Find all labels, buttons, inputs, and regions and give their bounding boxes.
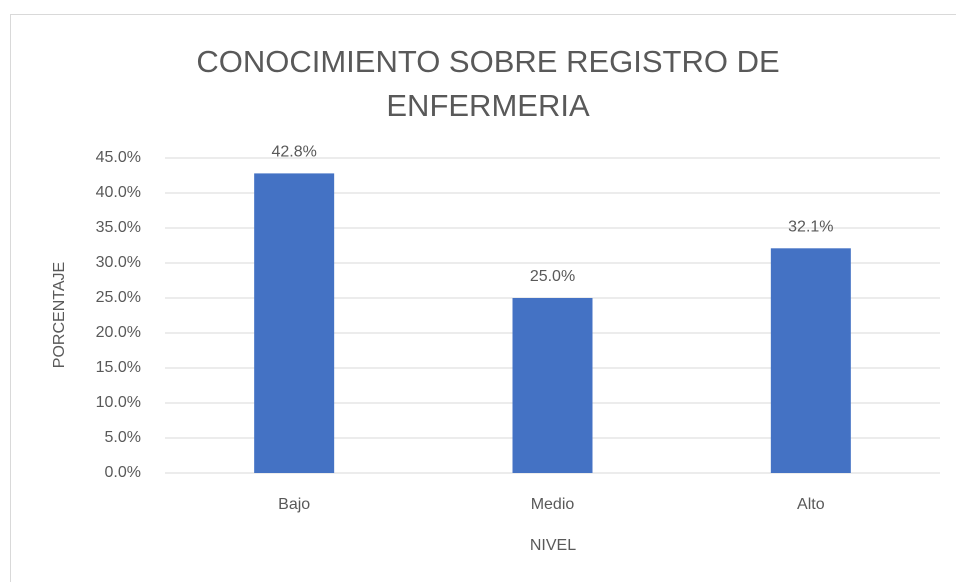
- chart-title: CONOCIMIENTO SOBRE REGISTRO DE ENFERMERI…: [196, 44, 780, 123]
- data-label: 32.1%: [788, 219, 833, 236]
- y-tick-label: 20.0%: [96, 324, 141, 341]
- x-tick-label: Medio: [531, 496, 575, 513]
- y-tick-label: 40.0%: [96, 184, 141, 201]
- y-tick-label: 0.0%: [105, 464, 141, 481]
- chart-border: [10, 14, 956, 582]
- y-tick-label: 45.0%: [96, 149, 141, 166]
- y-tick-label: 25.0%: [96, 289, 141, 306]
- y-tick-label: 15.0%: [96, 359, 141, 376]
- y-tick-label: 35.0%: [96, 219, 141, 236]
- y-tick-label: 30.0%: [96, 254, 141, 271]
- x-axis-label: NIVEL: [530, 537, 576, 554]
- bar: [770, 248, 851, 473]
- bar: [512, 298, 593, 473]
- y-axis-label: PORCENTAJE: [51, 262, 68, 368]
- x-tick-label: Alto: [797, 496, 825, 513]
- data-label: 25.0%: [530, 268, 575, 285]
- y-tick-label: 5.0%: [105, 429, 141, 446]
- data-label: 42.8%: [271, 144, 316, 161]
- bar: [254, 173, 335, 473]
- y-tick-label: 10.0%: [96, 394, 141, 411]
- x-tick-label: Bajo: [278, 496, 310, 513]
